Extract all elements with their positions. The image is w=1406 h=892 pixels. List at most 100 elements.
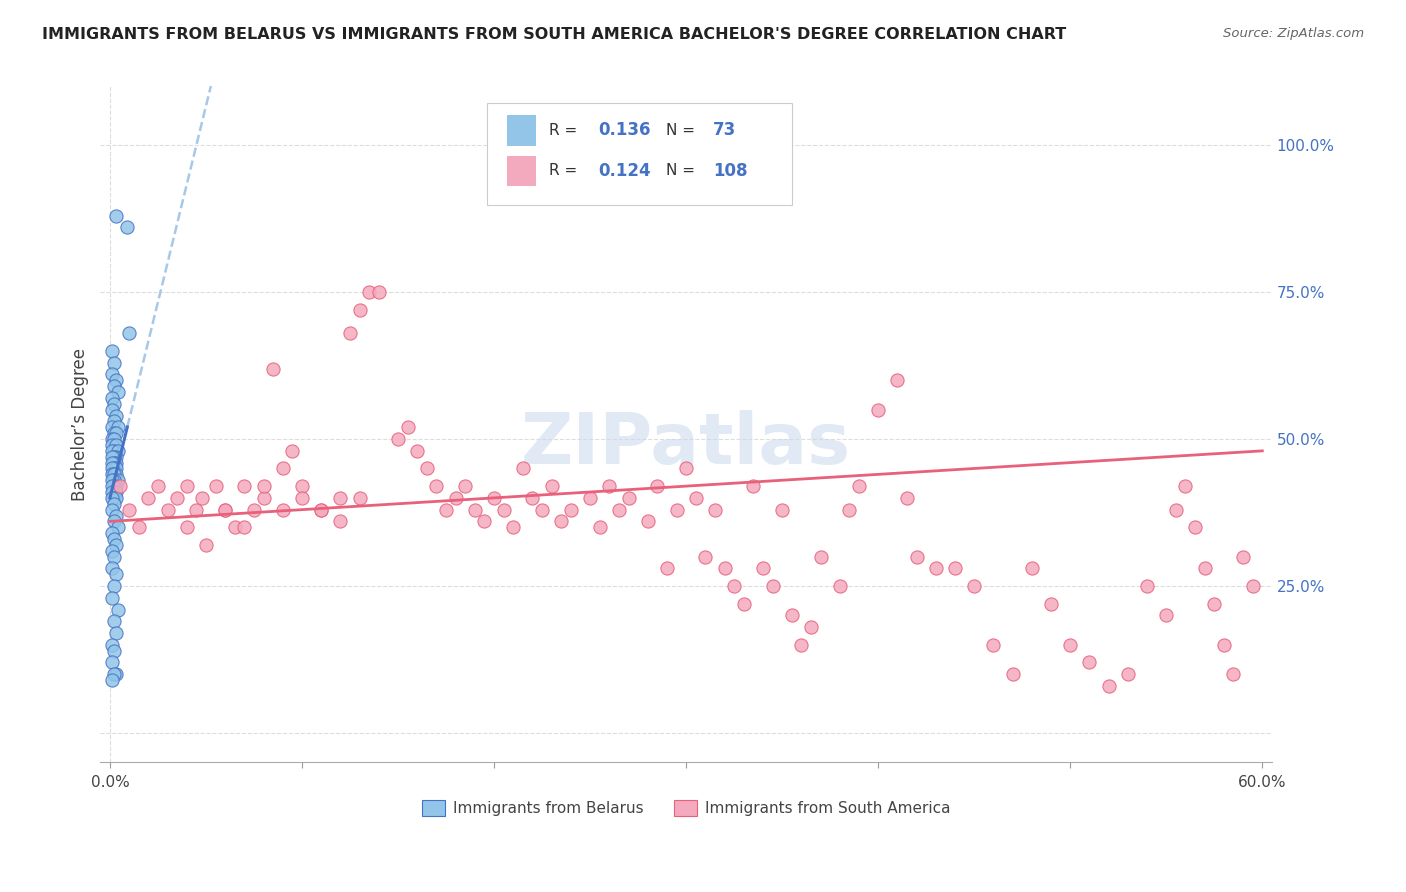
Point — [770, 502, 793, 516]
Point — [675, 461, 697, 475]
Point — [482, 491, 505, 505]
Point — [800, 620, 823, 634]
Point — [104, 426, 127, 441]
Point — [204, 479, 226, 493]
Point — [103, 432, 125, 446]
Point — [983, 638, 1005, 652]
Point — [101, 473, 124, 487]
Point — [104, 626, 127, 640]
Point — [103, 485, 125, 500]
Point — [905, 549, 928, 564]
Point — [309, 502, 332, 516]
Point — [1078, 656, 1101, 670]
Point — [1001, 667, 1024, 681]
Point — [138, 491, 160, 505]
Point — [252, 479, 274, 493]
Point — [262, 361, 284, 376]
Point — [107, 602, 129, 616]
Bar — [508, 156, 536, 186]
Point — [444, 491, 467, 505]
Point — [101, 479, 124, 493]
Point — [191, 491, 214, 505]
Point — [101, 402, 124, 417]
Point — [454, 479, 477, 493]
Legend: Immigrants from Belarus, Immigrants from South America: Immigrants from Belarus, Immigrants from… — [416, 794, 956, 822]
Point — [761, 579, 783, 593]
Point — [104, 373, 127, 387]
Point — [550, 515, 572, 529]
Point — [434, 502, 457, 516]
Point — [101, 467, 124, 482]
Point — [156, 502, 179, 516]
Point — [101, 561, 124, 575]
Point — [104, 491, 127, 505]
Point — [103, 456, 125, 470]
Point — [896, 491, 918, 505]
Point — [1212, 638, 1234, 652]
Point — [107, 420, 129, 434]
Point — [103, 414, 125, 428]
Point — [107, 520, 129, 534]
Point — [271, 502, 294, 516]
Point — [243, 502, 266, 516]
Point — [1059, 638, 1081, 652]
Point — [291, 479, 314, 493]
Point — [103, 491, 125, 505]
Point — [665, 502, 688, 516]
Point — [647, 479, 669, 493]
Point — [1194, 561, 1216, 575]
Point — [103, 426, 125, 441]
Point — [104, 508, 127, 523]
Point — [103, 443, 125, 458]
Point — [101, 368, 124, 382]
Point — [868, 402, 890, 417]
Point — [723, 579, 745, 593]
Text: IMMIGRANTS FROM BELARUS VS IMMIGRANTS FROM SOUTH AMERICA BACHELOR'S DEGREE CORRE: IMMIGRANTS FROM BELARUS VS IMMIGRANTS FR… — [42, 27, 1066, 42]
Point — [474, 515, 496, 529]
Point — [752, 561, 775, 575]
Point — [291, 491, 314, 505]
Point — [464, 502, 486, 516]
Point — [101, 438, 124, 452]
Point — [252, 491, 274, 505]
Point — [103, 467, 125, 482]
Point — [103, 397, 125, 411]
Point — [101, 502, 124, 516]
Point — [108, 479, 131, 493]
Point — [233, 520, 256, 534]
Point — [103, 467, 125, 482]
Point — [810, 549, 832, 564]
Point — [103, 379, 125, 393]
Point — [1174, 479, 1197, 493]
Point — [101, 591, 124, 605]
Point — [416, 461, 439, 475]
Point — [329, 515, 352, 529]
Point — [118, 326, 141, 341]
Point — [271, 461, 294, 475]
Point — [685, 491, 707, 505]
Point — [695, 549, 717, 564]
Point — [101, 543, 124, 558]
Point — [104, 567, 127, 582]
Point — [1184, 520, 1206, 534]
Point — [598, 479, 620, 493]
Point — [103, 515, 125, 529]
Point — [101, 391, 124, 405]
Point — [963, 579, 986, 593]
Text: N =: N = — [666, 163, 700, 178]
Point — [531, 502, 554, 516]
Point — [115, 220, 138, 235]
Point — [281, 443, 304, 458]
Point — [101, 343, 124, 358]
Point — [790, 638, 813, 652]
Point — [101, 491, 124, 505]
Point — [367, 285, 389, 299]
Point — [103, 473, 125, 487]
Point — [101, 526, 124, 541]
Point — [101, 638, 124, 652]
Text: R =: R = — [550, 123, 582, 137]
Point — [103, 479, 125, 493]
Point — [146, 479, 169, 493]
Point — [742, 479, 765, 493]
Point — [1241, 579, 1264, 593]
